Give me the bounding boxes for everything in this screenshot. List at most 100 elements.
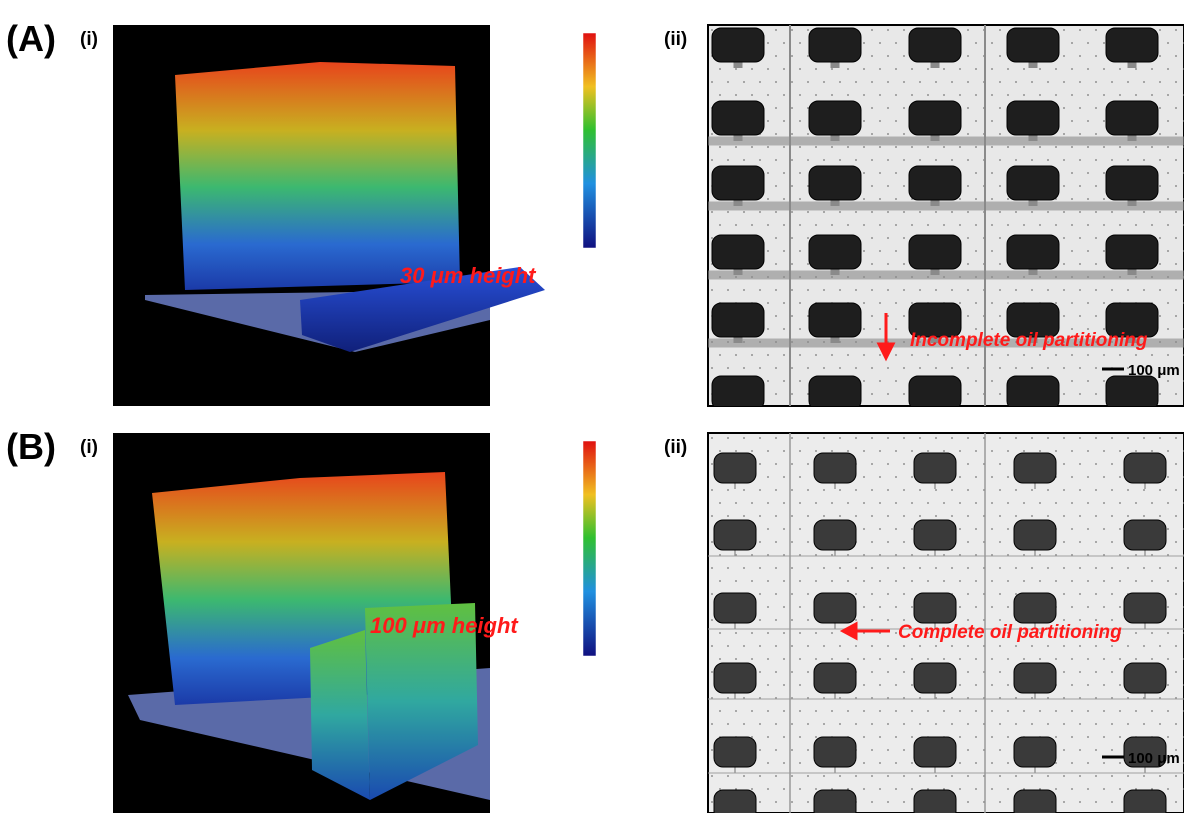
pillar <box>871 263 873 265</box>
pillar <box>783 736 785 738</box>
pillar <box>751 68 753 70</box>
pillar <box>839 211 841 213</box>
pillar <box>1015 159 1017 161</box>
pillar <box>751 788 753 790</box>
pillar <box>895 198 897 200</box>
well <box>808 165 862 201</box>
pillar <box>1007 606 1009 608</box>
pillar <box>999 775 1001 777</box>
pillar <box>895 632 897 634</box>
pillar <box>1135 710 1137 712</box>
pillar <box>1167 94 1169 96</box>
well <box>1123 592 1167 624</box>
pillar <box>839 367 841 369</box>
pillar <box>855 567 857 569</box>
pillar <box>807 55 809 57</box>
pillar <box>1079 645 1081 647</box>
pillar <box>783 302 785 304</box>
pillar <box>879 762 881 764</box>
subpanel-label: (ii) <box>664 29 687 50</box>
pillar <box>743 515 745 517</box>
pillar <box>999 541 1001 543</box>
pillar <box>1023 146 1025 148</box>
pillar <box>719 502 721 504</box>
pillar <box>1127 515 1129 517</box>
pillar <box>871 749 873 751</box>
pillar <box>959 736 961 738</box>
pillar <box>879 502 881 504</box>
pillar <box>1047 367 1049 369</box>
pillar <box>1159 81 1161 83</box>
pillar <box>863 68 865 70</box>
pillar <box>943 354 945 356</box>
well <box>813 519 857 551</box>
pillar <box>991 224 993 226</box>
pillar <box>975 224 977 226</box>
pillar <box>847 580 849 582</box>
pillar <box>911 528 913 530</box>
pillar <box>879 198 881 200</box>
pillar <box>863 710 865 712</box>
pillar <box>1119 94 1121 96</box>
pillar <box>799 658 801 660</box>
pillar <box>975 380 977 382</box>
pillar <box>799 632 801 634</box>
panel-label: (A) <box>6 18 56 59</box>
pillar <box>975 736 977 738</box>
pillar <box>1039 658 1041 660</box>
pillar <box>815 502 817 504</box>
pillar <box>879 42 881 44</box>
pillar <box>1071 450 1073 452</box>
pillar <box>1167 354 1169 356</box>
pillar <box>967 133 969 135</box>
pillar <box>791 645 793 647</box>
pillar <box>767 788 769 790</box>
pillar <box>1103 120 1105 122</box>
well <box>1123 452 1167 484</box>
pillar <box>967 367 969 369</box>
pillar <box>863 120 865 122</box>
pillar <box>911 658 913 660</box>
pillar <box>887 185 889 187</box>
pillar <box>919 81 921 83</box>
pillar <box>1175 463 1177 465</box>
pillar <box>1087 762 1089 764</box>
pillar <box>1055 302 1057 304</box>
pillar <box>1143 211 1145 213</box>
pillar <box>1151 224 1153 226</box>
pillar <box>767 354 769 356</box>
pillar <box>1079 749 1081 751</box>
pillar <box>1039 450 1041 452</box>
pillar <box>1071 632 1073 634</box>
pillar <box>823 159 825 161</box>
pillar <box>887 159 889 161</box>
pillar <box>895 736 897 738</box>
well <box>1123 662 1167 694</box>
pillar <box>783 502 785 504</box>
pillar <box>1087 502 1089 504</box>
pillar <box>959 580 961 582</box>
pillar <box>879 788 881 790</box>
pillar <box>999 263 1001 265</box>
pillar <box>871 593 873 595</box>
pillar <box>759 645 761 647</box>
pillar <box>791 133 793 135</box>
pillar <box>1055 762 1057 764</box>
pillar <box>935 567 937 569</box>
pillar <box>767 710 769 712</box>
pillar <box>743 211 745 213</box>
well <box>711 165 765 201</box>
pillar <box>911 476 913 478</box>
pillar <box>967 437 969 439</box>
pillar <box>719 68 721 70</box>
pillar <box>879 606 881 608</box>
pillar <box>911 762 913 764</box>
pillar <box>991 198 993 200</box>
well <box>713 662 757 694</box>
pillar <box>791 619 793 621</box>
pillar <box>863 762 865 764</box>
pillar <box>1175 367 1177 369</box>
pillar <box>759 367 761 369</box>
pillar <box>863 354 865 356</box>
pillar <box>1079 185 1081 187</box>
